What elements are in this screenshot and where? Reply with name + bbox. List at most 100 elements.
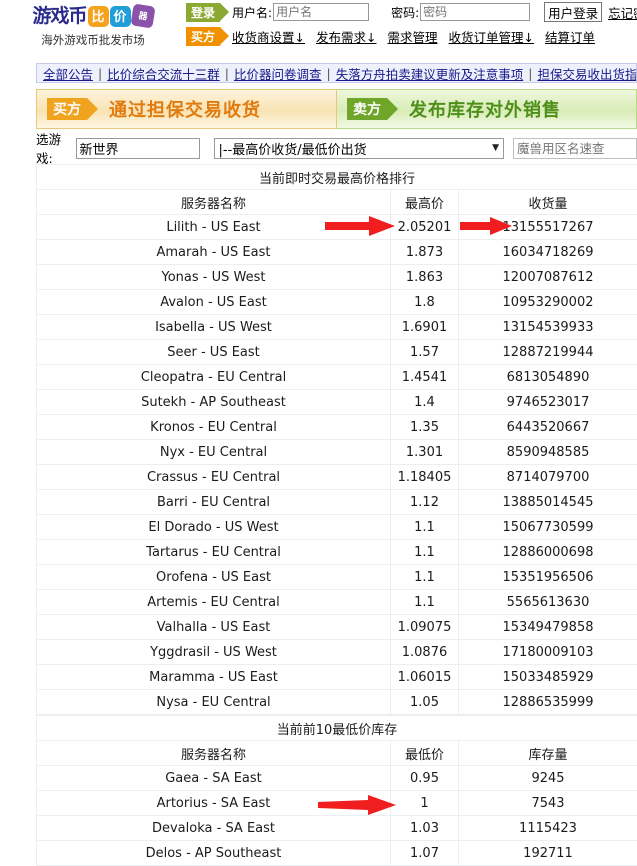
sort-mode-dropdown[interactable]: |--最高价收货/最低价出货 ▼ [214,138,505,159]
cell-price: 1.873 [391,240,459,265]
username-input[interactable] [273,3,369,21]
logo-badge-jia: 价 [110,6,131,27]
cell-server: Crassus - EU Central [37,465,391,490]
sort-mode-value: |--最高价收货/最低价出货 [219,139,367,158]
cell-server: Artorius - SA East [37,791,391,816]
logo-badge-bi: 比 [88,6,109,27]
announce-separator: | [225,66,229,81]
logo-chars: 游戏币 [32,7,86,26]
nav-settlement-order[interactable]: 结算订单 [545,27,595,46]
nav-receive-order-management[interactable]: 收货订单管理↓ [449,27,534,46]
price-tables: 当前即时交易最高价格排行 服务器名称 最高价 收货量 Lilith - US E… [36,164,637,866]
forgot-password-link[interactable]: 忘记密码 [608,3,637,22]
cell-qty: 6443520667 [459,415,637,440]
cell-price: 1.18405 [391,465,459,490]
server-quick-search-input[interactable] [513,138,637,159]
login-tag: 登录 [186,3,220,22]
cell-qty: 15349479858 [459,615,637,640]
banner-seller[interactable]: 卖方 发布库存对外销售 [337,89,637,129]
banner-seller-tag: 卖方 [347,98,387,120]
cell-price: 1.05 [391,690,459,715]
cell-server: Nyx - EU Central [37,440,391,465]
nav-demand-management[interactable]: 需求管理 [387,27,437,46]
table-title-row: 当前即时交易最高价格排行 [37,165,637,190]
cell-qty: 9245 [459,766,637,791]
password-input[interactable] [420,3,530,21]
site-logo[interactable]: 游戏币 比 价 器 海外游戏币批发市场 [0,0,186,48]
cell-price: 1.301 [391,440,459,465]
cell-qty: 6813054890 [459,365,637,390]
cell-server: Amarah - US East [37,240,391,265]
announce-separator: | [326,66,330,81]
cell-server: Yggdrasil - US West [37,640,391,665]
announce-link-survey[interactable]: 比价器问卷调查 [234,64,322,83]
cell-server: Valhalla - US East [37,615,391,640]
cell-qty: 192711 [459,841,637,866]
cell-qty: 13885014545 [459,490,637,515]
cell-price: 0.95 [391,766,459,791]
announce-link-all[interactable]: 全部公告 [43,64,93,83]
header-stock-qty: 库存量 [459,741,637,766]
cell-server: Artemis - EU Central [37,590,391,615]
nav-receiver-settings[interactable]: 收货商设置↓ [232,27,305,46]
cell-server: Sutekh - AP Southeast [37,390,391,415]
cell-qty: 1115423 [459,816,637,841]
announce-link-lostark[interactable]: 失落方舟拍卖建议更新及注意事项 [336,64,524,83]
announce-link-group13[interactable]: 比价综合交流十三群 [107,64,220,83]
cell-price: 1.1 [391,515,459,540]
header-server-name: 服务器名称 [37,190,391,215]
cell-price: 1.4541 [391,365,459,390]
nav-publish-demand[interactable]: 发布需求↓ [316,27,376,46]
game-select-label: 选游戏: [36,129,74,167]
cell-price: 1.1 [391,540,459,565]
buyer-nav-row: 买方 收货商设置↓ 发布需求↓ 需求管理 收货订单管理↓ 结算订单 [186,24,637,48]
chevron-down-icon: ▼ [492,143,499,153]
game-name-input[interactable] [76,138,200,159]
table-header-row: 服务器名称 最高价 收货量 [37,190,637,215]
login-button[interactable]: 用户登录 [544,2,602,22]
banner-buyer-tag: 买方 [47,98,87,120]
cell-server: Nysa - EU Central [37,690,391,715]
announce-separator: | [528,66,532,81]
game-selector-row: 选游戏: |--最高价收货/最低价出货 ▼ [36,136,637,160]
cell-price: 1.12 [391,490,459,515]
cell-price: 1.07 [391,841,459,866]
logo-subtitle: 海外游戏币批发市场 [0,32,186,48]
cell-server: Tartarus - EU Central [37,540,391,565]
announce-link-guide[interactable]: 担保交易收出货指南 [537,64,637,83]
cell-price: 1.57 [391,340,459,365]
password-label: 密码: [391,4,419,21]
table-header-row: 服务器名称 最低价 库存量 [37,741,637,766]
cell-qty: 12887219944 [459,340,637,365]
cell-qty: 5565613630 [459,590,637,615]
highest-table-title: 当前即时交易最高价格排行 [37,165,637,190]
cell-price: 1.6901 [391,315,459,340]
banner-buyer[interactable]: 买方 通过担保交易收货 [36,89,337,129]
login-row: 登录 用户名: 密码: 用户登录 忘记密码 新用户注 [186,0,637,24]
announce-separator: | [98,66,102,81]
